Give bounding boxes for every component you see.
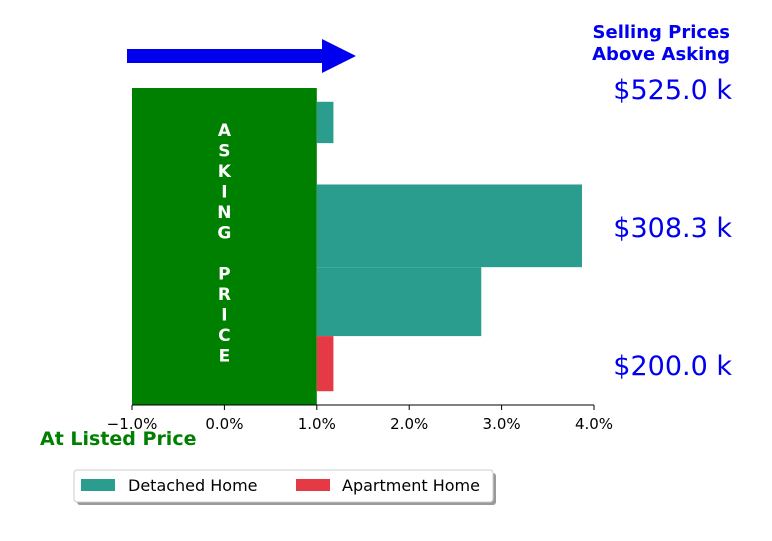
apartment-bar-0	[316, 336, 334, 392]
at-listed-price-label: At Listed Price	[40, 428, 196, 450]
legend-swatch-detached	[81, 479, 115, 491]
x-tick-label-0: −1.0%	[107, 415, 158, 433]
price-label-middle: $308.3 k	[613, 213, 732, 244]
detached-bar-0	[316, 101, 334, 144]
direction-arrow-icon	[127, 39, 356, 73]
legend-swatch-apartment	[296, 479, 330, 491]
legend: Detached Home Apartment Home	[73, 469, 496, 505]
bars	[316, 101, 582, 392]
x-tick-label-1: 0.0%	[205, 415, 243, 433]
price-label-bottom: $200.0 k	[613, 351, 732, 382]
x-tick-label-5: 4.0%	[575, 415, 613, 433]
title-line-2: Above Asking	[592, 44, 730, 65]
x-axis-ticks: −1.0% 0.0% 1.0% 2.0% 3.0% 4.0%	[107, 405, 613, 433]
x-tick-label-4: 3.0%	[483, 415, 521, 433]
title-line-1: Selling Prices	[593, 22, 730, 43]
x-tick-label-2: 1.0%	[298, 415, 336, 433]
price-label-top: $525.0 k	[613, 75, 732, 106]
legend-label-apartment: Apartment Home	[342, 476, 480, 495]
detached-bar-1	[316, 184, 582, 268]
legend-label-detached: Detached Home	[128, 476, 258, 495]
detached-bar-2	[316, 267, 482, 337]
asking-price-block	[132, 88, 317, 405]
x-tick-label-3: 2.0%	[390, 415, 428, 433]
